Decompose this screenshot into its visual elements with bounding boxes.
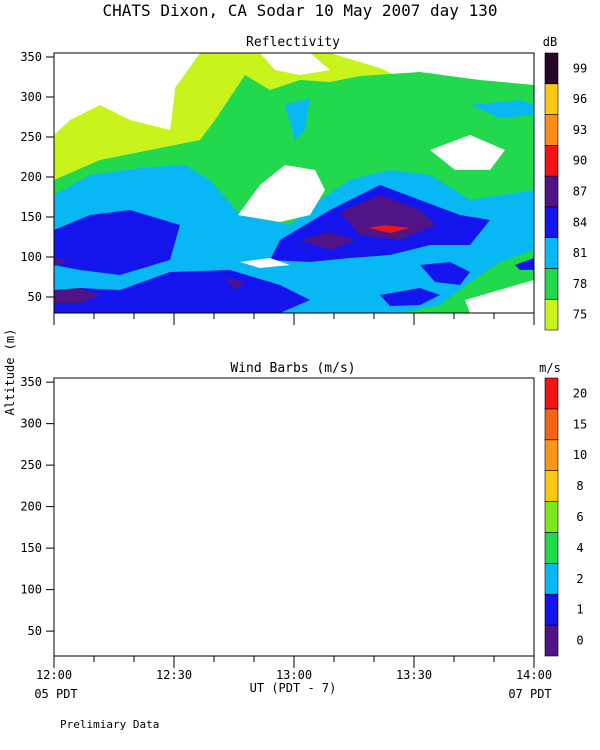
colorbar-label: 93: [573, 123, 587, 137]
x-tick-label: 12:00: [36, 668, 72, 682]
y-axis-label: Altitude (m): [3, 329, 17, 416]
colorbar-swatch: [544, 145, 559, 177]
contour-87c: [54, 288, 100, 303]
reflectivity-title: Reflectivity: [246, 35, 340, 50]
x-tick-label: 13:30: [396, 668, 432, 682]
x-tick-label: 12:30: [156, 668, 192, 682]
contour-84: [54, 210, 180, 275]
colorbar-label: 78: [573, 277, 587, 291]
contour-87d: [54, 258, 70, 266]
colorbar-swatch: [544, 175, 559, 208]
x-axis-label: UT (PDT - 7): [250, 681, 337, 695]
gap-4: [260, 53, 330, 75]
colorbar-label: 84: [573, 215, 587, 229]
y-tick-label: 150: [20, 210, 42, 224]
gap-2: [430, 135, 505, 170]
colorbar-label: 75: [573, 308, 587, 322]
contour-81-pocket2: [470, 100, 534, 118]
reflectivity-contour-field: [54, 53, 534, 313]
colorbar-label: 15: [573, 417, 587, 431]
colorbar-swatch: [544, 298, 559, 331]
colorbar-label: 81: [573, 246, 587, 260]
wind-colorbar: 0 1 2 4 6 8 10 15 20: [544, 377, 587, 657]
colorbar-swatch: [544, 470, 559, 502]
colorbar-swatch: [544, 532, 559, 564]
y-tick-label: 250: [20, 130, 42, 144]
y-tick-label: 350: [20, 50, 42, 64]
contour-84f: [515, 258, 534, 270]
contour-81-pocket: [285, 98, 310, 140]
colorbar-label: 96: [573, 92, 587, 106]
reflectivity-y-axis: 50 100 150 200 250 300 350: [20, 50, 54, 304]
contour-87b: [300, 232, 355, 250]
colorbar-swatch: [544, 624, 559, 657]
wind-y-axis: 50 100 150 200 250 300 350: [20, 375, 54, 638]
colorbar-label: 10: [573, 448, 587, 462]
colorbar-swatch: [544, 114, 559, 146]
colorbar-label: 87: [573, 185, 587, 199]
colorbar-swatch: [544, 593, 559, 626]
reflectivity-panel: Reflectivity: [20, 35, 587, 331]
colorbar-label: 20: [573, 386, 587, 400]
y-tick-label: 100: [20, 250, 42, 264]
contour-84c: [54, 270, 310, 313]
reflectivity-colorbar: 75 78 81 84 87 90 93 96 99: [544, 52, 587, 331]
colorbar-label: 1: [576, 603, 583, 617]
gap-1: [238, 165, 325, 222]
gap-6: [240, 258, 290, 268]
x-tick-label: 13:00: [276, 668, 312, 682]
colorbar-swatch: [544, 377, 559, 410]
y-tick-label: 50: [28, 624, 42, 638]
left-time-note: 05 PDT: [34, 687, 77, 701]
right-time-note: 07 PDT: [508, 687, 551, 701]
figure-title: CHATS Dixon, CA Sodar 10 May 2007 day 13…: [103, 1, 498, 20]
contour-90: [368, 225, 410, 233]
colorbar-label: 8: [576, 479, 583, 493]
colorbar-swatch: [544, 83, 559, 115]
y-tick-label: 200: [20, 170, 42, 184]
colorbar-swatch: [544, 237, 559, 269]
y-tick-label: 150: [20, 541, 42, 555]
y-tick-label: 250: [20, 458, 42, 472]
wind-colorbar-unit: m/s: [539, 361, 561, 375]
y-tick-label: 100: [20, 583, 42, 597]
contour-84d: [380, 288, 440, 306]
wind-x-axis: 12:00 12:30 13:00 13:30 14:00: [36, 656, 552, 682]
colorbar-swatch: [544, 268, 559, 300]
colorbar-label: 0: [576, 634, 583, 648]
contour-84e: [420, 262, 470, 285]
colorbar-label: 6: [576, 510, 583, 524]
colorbar-swatch: [544, 206, 559, 238]
x-tick-label: 14:00: [516, 668, 552, 682]
colorbar-swatch: [544, 563, 559, 595]
contour-87e: [225, 278, 245, 290]
colorbar-swatch: [544, 439, 559, 471]
y-tick-label: 300: [20, 417, 42, 431]
colorbar-label: 90: [573, 154, 587, 168]
wind-frame: [53, 377, 535, 657]
gap-3: [54, 53, 175, 135]
gap-7: [465, 280, 534, 313]
colorbar-label: 2: [576, 572, 583, 586]
colorbar-swatch: [544, 501, 559, 533]
wind-title: Wind Barbs (m/s): [230, 361, 355, 376]
gap-5: [360, 53, 480, 72]
y-tick-label: 200: [20, 500, 42, 514]
colorbar-swatch: [544, 52, 559, 85]
y-tick-label: 50: [28, 290, 42, 304]
y-tick-label: 300: [20, 90, 42, 104]
contour-87a: [340, 195, 435, 240]
y-tick-label: 350: [20, 375, 42, 389]
reflectivity-colorbar-unit: dB: [543, 35, 557, 49]
colorbar-label: 4: [576, 541, 583, 555]
footer-note: Prelimiary Data: [60, 718, 159, 731]
colorbar-swatch: [544, 408, 559, 441]
colorbar-label: 99: [573, 61, 587, 75]
reflectivity-x-ticks: [53, 313, 535, 325]
